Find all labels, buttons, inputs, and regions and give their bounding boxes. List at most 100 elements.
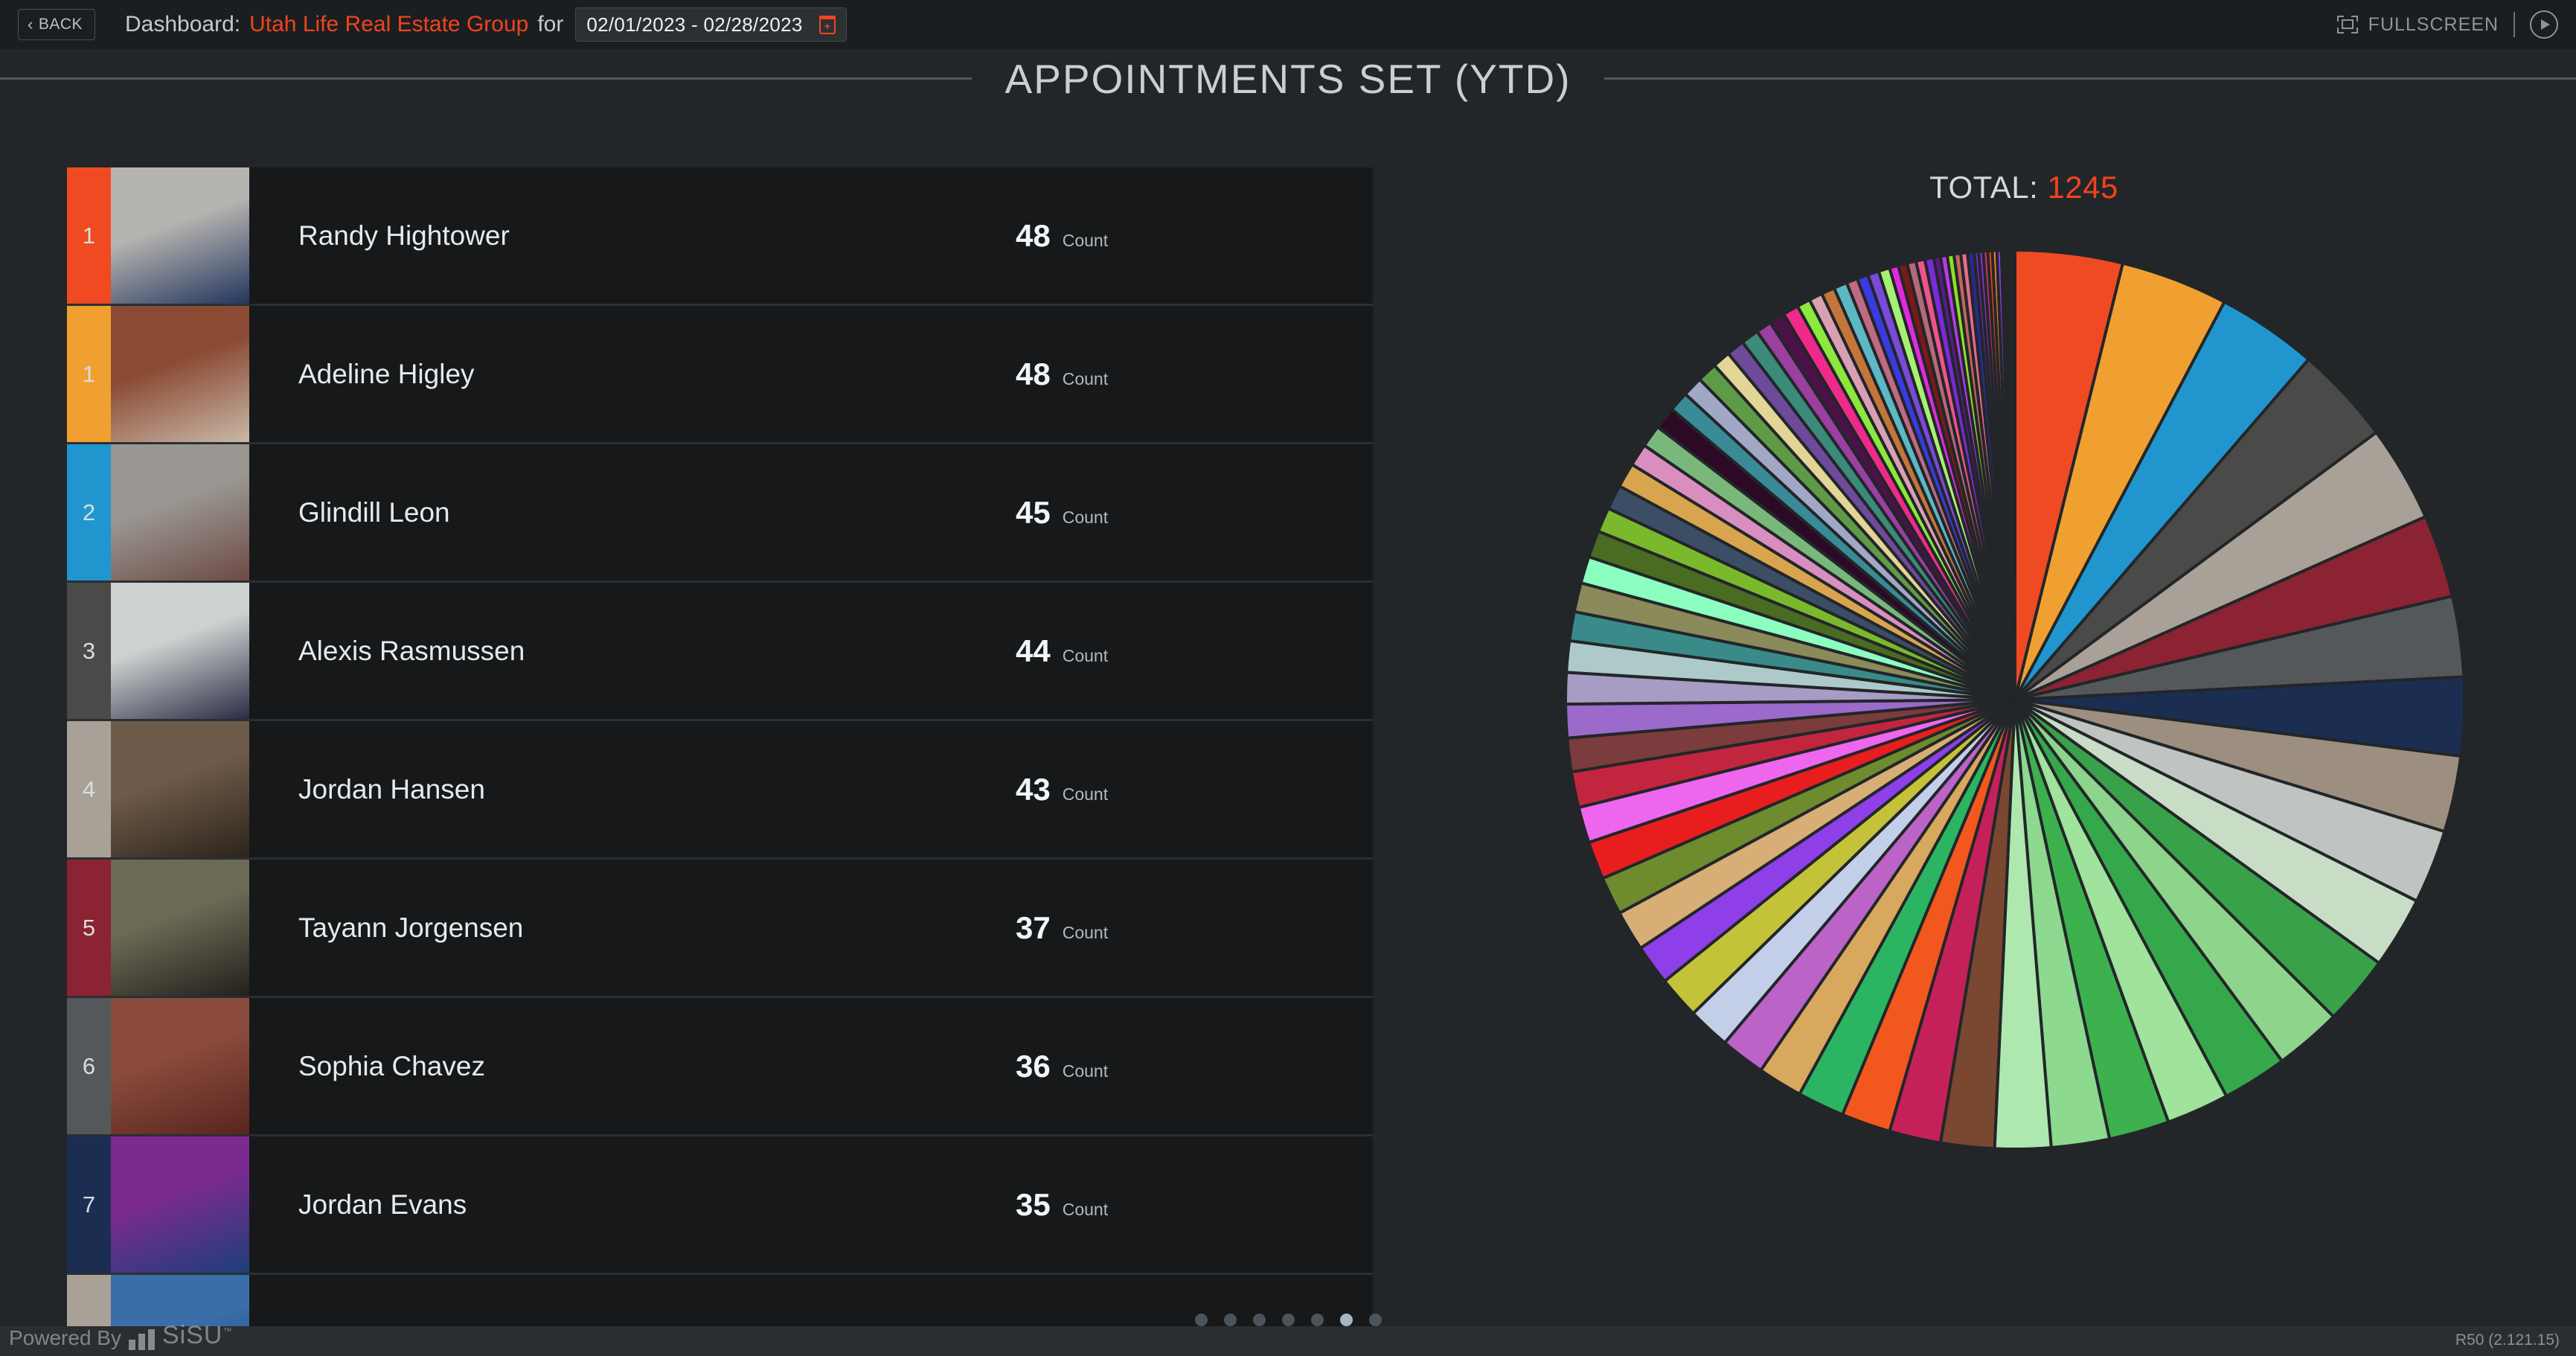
- metric-label: Count: [1062, 1061, 1109, 1081]
- rank-badge: 1: [67, 306, 111, 442]
- metric-value: 36: [1016, 1048, 1051, 1084]
- rank-badge: 7: [67, 1136, 111, 1273]
- pagination-dot[interactable]: [1310, 1314, 1324, 1326]
- metric-value-group: 44 Count: [1016, 633, 1108, 669]
- date-range-picker[interactable]: 02/01/2023 - 02/28/2023 +: [575, 7, 847, 42]
- metric-value-group: 48 Count: [1016, 356, 1108, 392]
- person-name: Glindill Leon: [298, 496, 450, 528]
- pie-chart[interactable]: [1563, 247, 2467, 1152]
- metric-value: 48: [1016, 356, 1051, 391]
- calendar-icon[interactable]: +: [818, 15, 836, 34]
- pie-total-label: TOTAL:: [1929, 170, 2039, 205]
- rank-badge: 4: [67, 721, 111, 857]
- leaderboard[interactable]: 1 Randy Hightower 48 Count 1 Adeline Higley 48…: [67, 167, 1373, 1336]
- metric-value: 37: [1016, 909, 1051, 945]
- back-button-label: BACK: [38, 16, 83, 33]
- rank-badge: 5: [67, 860, 111, 996]
- pagination-dot[interactable]: [1194, 1314, 1208, 1326]
- pie-total-value: 1245: [2047, 170, 2118, 205]
- metric-value: 45: [1016, 494, 1051, 530]
- table-row[interactable]: 3 Alexis Rasmussen 44 Count: [67, 583, 1373, 721]
- avatar: [111, 583, 249, 719]
- person-name: Adeline Higley: [298, 358, 475, 389]
- version-label: R50 (2.121.15): [2455, 1331, 2560, 1349]
- for-word: for: [537, 12, 564, 36]
- pagination-dot[interactable]: [1368, 1314, 1382, 1326]
- avatar: [111, 721, 249, 857]
- rank-badge: 1: [67, 167, 111, 304]
- metric-value-group: 35 Count: [1016, 1187, 1108, 1223]
- pagination-dot[interactable]: [1281, 1314, 1295, 1326]
- rank-badge: 6: [67, 998, 111, 1134]
- powered-by-logo: Powered By SiSU™: [9, 1321, 232, 1350]
- row-content: Sophia Chavez 36 Count: [249, 998, 1373, 1134]
- table-row[interactable]: 2 Glindill Leon 45 Count: [67, 444, 1373, 583]
- metric-value: 44: [1016, 633, 1051, 668]
- row-content: Alexis Rasmussen 44 Count: [249, 583, 1373, 719]
- top-bar-actions: FULLSCREEN: [2336, 0, 2558, 49]
- table-row[interactable]: 4 Jordan Hansen 43 Count: [67, 721, 1373, 860]
- organization-name: Utah Life Real Estate Group: [249, 12, 529, 36]
- sisu-brand-text: SiSU: [161, 1321, 223, 1349]
- pie-total: TOTAL: 1245: [1563, 170, 2485, 205]
- table-row[interactable]: 6 Sophia Chavez 36 Count: [67, 998, 1373, 1136]
- row-content: Glindill Leon 45 Count: [249, 444, 1373, 581]
- person-name: Tayann Jorgensen: [298, 912, 524, 943]
- fullscreen-label: FULLSCREEN: [2368, 13, 2499, 35]
- avatar: [111, 306, 249, 442]
- dashboard-title-bar: Dashboard: Utah Life Real Estate Group f…: [125, 7, 847, 42]
- person-name: Sophia Chavez: [298, 1050, 485, 1081]
- sisu-brand: SiSU™: [162, 1321, 232, 1350]
- metric-label: Count: [1062, 368, 1109, 388]
- metric-value-group: 45 Count: [1016, 495, 1108, 531]
- person-name: Alexis Rasmussen: [298, 635, 525, 666]
- footer-bar: [0, 1326, 2576, 1356]
- metric-label: Count: [1062, 645, 1109, 665]
- table-row[interactable]: 5 Tayann Jorgensen 37 Count: [67, 860, 1373, 998]
- table-row[interactable]: 1 Randy Hightower 48 Count: [67, 167, 1373, 306]
- trademark-icon: ™: [222, 1325, 233, 1337]
- sisu-bars-icon: [128, 1329, 155, 1350]
- page-title: APPOINTMENTS SET (YTD): [1005, 55, 1571, 102]
- avatar: [111, 1136, 249, 1273]
- title-rule-left: [0, 77, 973, 80]
- pagination-dots[interactable]: [0, 1314, 2576, 1326]
- row-content: Adeline Higley 48 Count: [249, 306, 1373, 442]
- avatar: [111, 444, 249, 581]
- avatar: [111, 860, 249, 996]
- table-row[interactable]: 1 Adeline Higley 48 Count: [67, 306, 1373, 444]
- fullscreen-button[interactable]: FULLSCREEN: [2336, 13, 2499, 36]
- person-name: Jordan Hansen: [298, 773, 485, 805]
- play-icon: [2540, 19, 2550, 30]
- top-bar: ‹ BACK Dashboard: Utah Life Real Estate …: [0, 0, 2576, 49]
- pagination-dot[interactable]: [1339, 1314, 1353, 1326]
- row-content: Randy Hightower 48 Count: [249, 167, 1373, 304]
- pagination-dot[interactable]: [1223, 1314, 1237, 1326]
- powered-by-label: Powered By: [9, 1326, 121, 1349]
- dashboard-prefix: Dashboard:: [125, 12, 241, 36]
- metric-value-group: 36 Count: [1016, 1049, 1108, 1084]
- play-slideshow-button[interactable]: [2530, 10, 2558, 39]
- rank-badge: 2: [67, 444, 111, 581]
- metric-label: Count: [1062, 784, 1109, 804]
- date-range-value: 02/01/2023 - 02/28/2023: [586, 13, 803, 36]
- back-button[interactable]: ‹ BACK: [18, 9, 96, 40]
- page-title-row: APPOINTMENTS SET (YTD): [0, 49, 2576, 108]
- metric-value: 43: [1016, 771, 1051, 807]
- pie-slice[interactable]: [2011, 248, 2016, 700]
- table-row[interactable]: 8: [67, 1275, 1373, 1336]
- metric-label: Count: [1062, 922, 1109, 942]
- row-content: Tayann Jorgensen 37 Count: [249, 860, 1373, 996]
- chevron-left-icon: ‹: [28, 15, 33, 33]
- metric-value: 35: [1016, 1186, 1051, 1222]
- avatar: [111, 1275, 249, 1336]
- table-row[interactable]: 7 Jordan Evans 35 Count: [67, 1136, 1373, 1275]
- rank-badge: 3: [67, 583, 111, 719]
- pagination-dot[interactable]: [1252, 1314, 1266, 1326]
- person-name: Jordan Evans: [298, 1189, 467, 1220]
- row-content: Jordan Evans 35 Count: [249, 1136, 1373, 1273]
- fullscreen-icon: [2336, 16, 2358, 33]
- person-name: Randy Hightower: [298, 220, 510, 251]
- metric-value-group: 37 Count: [1016, 910, 1108, 946]
